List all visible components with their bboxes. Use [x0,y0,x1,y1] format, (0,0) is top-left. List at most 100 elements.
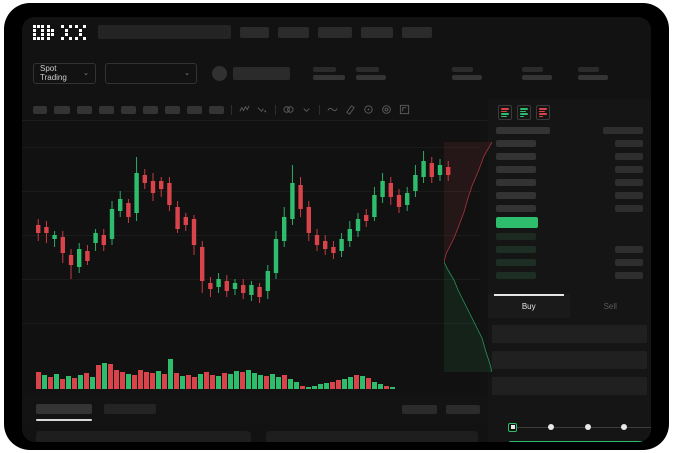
ob-col-price-label [496,127,550,134]
submit-order-button[interactable] [508,441,651,442]
volume-bar [258,375,263,389]
toolbar-divider [319,104,320,115]
ob-amount-cell [615,246,643,253]
trading-mode-select[interactable]: Spot Trading ⌄ [33,62,96,84]
volume-bar [390,386,395,389]
bottom-action-1[interactable] [402,404,437,414]
search-input[interactable] [98,25,231,39]
volume-bar [210,375,215,389]
candlestick-chart[interactable] [22,121,480,337]
ob-amount-cell [615,192,643,199]
wave-icon[interactable] [327,104,338,115]
stat-4 [522,66,552,80]
trading-mode-label: Spot Trading [40,64,67,82]
order-total-field[interactable] [492,377,647,395]
ob-mode-asks-icon[interactable] [536,105,550,120]
trendline-icon[interactable] [257,104,268,115]
interval-1w[interactable] [165,105,180,114]
interval-1h[interactable] [99,105,114,114]
ob-ask-2[interactable] [496,152,643,161]
stepper-line [553,426,585,428]
volume-bar [186,375,191,389]
ob-bid-2[interactable] [496,245,643,254]
ob-bid-3[interactable] [496,258,643,267]
ob-ask-1[interactable] [496,139,643,148]
chevron-down-icon: ⌄ [184,70,190,77]
volume-bar [180,376,185,389]
eraser-icon[interactable] [345,104,356,115]
stepper-dot-2[interactable] [547,424,554,430]
ob-last-price [496,217,643,228]
interval-1mo[interactable] [187,105,202,114]
bottom-action-2[interactable] [446,404,480,414]
ob-amount-cell [615,140,643,147]
stepper-dot-1-active[interactable] [508,422,517,432]
volume-bar [318,383,323,389]
ob-amount-cell [615,166,643,173]
okx-logo-icon[interactable] [33,24,86,40]
compare-icon[interactable] [283,104,294,115]
order-book-view-modes [488,99,651,120]
pair-select[interactable]: ⌄ [105,62,197,84]
fullscreen-icon[interactable] [399,104,410,115]
volume-bar [204,371,209,389]
chevron-down-icon[interactable] [301,104,312,115]
ob-bid-4[interactable] [496,271,643,280]
volume-bar [174,372,179,389]
volume-bar [216,376,221,389]
ob-ask-4[interactable] [496,178,643,187]
ob-mode-both-icon[interactable] [498,105,512,120]
volume-bar [330,381,335,389]
interval-15m[interactable] [77,105,92,114]
nav-item-2[interactable] [278,26,309,38]
interval-1m[interactable] [33,105,47,114]
volume-bar [132,375,137,389]
interval-more[interactable] [209,105,224,114]
nav-item-4[interactable] [361,26,393,38]
volume-bar [36,371,41,389]
order-amount-field[interactable] [492,351,647,369]
ob-mode-bids-icon[interactable] [517,105,531,120]
volume-bar [306,386,311,389]
volume-bar [240,371,245,389]
volume-chart[interactable] [22,337,480,395]
tab-open-orders[interactable] [36,404,92,421]
volume-bar [348,377,353,389]
ob-ask-6[interactable] [496,204,643,213]
volume-series [36,345,395,389]
indicator-icon[interactable] [239,104,250,115]
interval-4h[interactable] [121,105,136,114]
order-book-rows [444,120,651,372]
stat-3 [452,66,482,80]
settings-icon[interactable] [381,104,392,115]
tab-sell[interactable]: Sell [570,294,652,318]
order-price-field[interactable] [492,325,647,343]
ob-price-cell [496,153,536,160]
ob-ask-5[interactable] [496,191,643,200]
magnet-icon[interactable] [363,104,374,115]
tab-buy[interactable]: Buy [488,294,570,318]
interval-5m[interactable] [54,105,70,114]
stepper-line [627,426,651,428]
bottom-card-left[interactable] [36,431,251,442]
interval-1d[interactable] [143,105,158,114]
volume-bar [336,380,341,389]
volume-bar [126,374,131,389]
volume-bar [252,372,257,389]
ob-price-cell [496,259,536,266]
stepper-dot-3[interactable] [584,424,591,430]
ob-ask-3[interactable] [496,165,643,174]
volume-bar [66,376,71,389]
volume-bar [384,385,389,389]
stepper-dot-4[interactable] [621,424,628,430]
nav-item-3[interactable] [318,26,352,38]
ob-price-cell [496,179,536,186]
nav-item-1[interactable] [240,26,269,38]
nav-item-5[interactable] [402,26,432,38]
ob-price-cell [496,192,536,199]
device-frame: Spot Trading ⌄ ⌄ [4,3,669,450]
ob-bid-1[interactable] [496,232,643,241]
volume-bar [234,370,239,389]
bottom-card-right[interactable] [266,431,478,442]
tab-order-history[interactable] [104,404,156,414]
